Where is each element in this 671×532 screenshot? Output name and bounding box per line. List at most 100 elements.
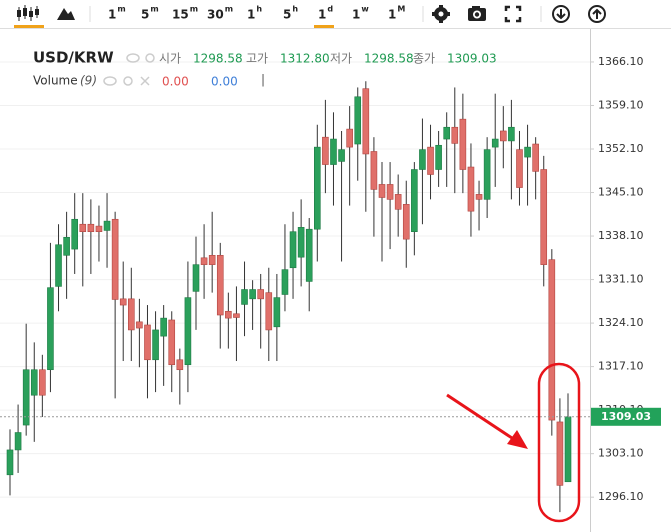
toolbar: 1 m 5 m 15 m 30 m 1 h 5 h 1 d 1 w 1 M [0, 5, 671, 29]
interval-number: 5 [283, 8, 291, 22]
interval-number: 1 [318, 8, 326, 22]
candle-body [152, 329, 159, 361]
download-button[interactable] [552, 5, 570, 23]
candle-body [144, 324, 151, 361]
y-tick-label: 1352.10 [598, 142, 644, 155]
candle-body [289, 231, 297, 269]
interval-button[interactable]: 15 m [172, 5, 198, 22]
candle-body [136, 321, 143, 329]
candle-body [459, 118, 467, 170]
candle-body [370, 151, 378, 190]
candle-body [160, 317, 167, 337]
candle-body [443, 126, 450, 140]
candle-body [524, 146, 531, 158]
last-price-label: 1309.03 [601, 410, 651, 423]
candle-body [475, 194, 483, 200]
y-tick-label: 1366.10 [598, 55, 644, 68]
candle-body [305, 228, 313, 282]
candle-type-button[interactable] [14, 5, 44, 28]
candle-body [216, 255, 224, 316]
candle-body [225, 310, 232, 319]
candle-body [548, 259, 556, 421]
candle-body [128, 298, 135, 331]
candle-body [491, 138, 499, 148]
interval-unit: h [292, 5, 298, 14]
candle-body [556, 421, 564, 486]
candle-body [249, 289, 256, 300]
interval-unit: h [256, 5, 262, 14]
candle-body [22, 369, 30, 426]
interval-number: 1 [247, 8, 255, 22]
candle-body [233, 313, 240, 318]
interval-unit: m [117, 5, 125, 14]
y-tick-label: 1338.10 [598, 229, 644, 242]
arrow-shaft [446, 393, 516, 442]
candle-body [208, 255, 216, 265]
candles [0, 81, 590, 513]
interval-unit: d [327, 5, 333, 14]
symbol: USD/KRW [33, 49, 114, 67]
legend: USD/KRW 시가 1298.58 고가 1312.80 저가 1298.58 종가 130… [33, 49, 497, 89]
screenshot-button[interactable] [468, 6, 486, 21]
interval-number: 1 [352, 8, 360, 22]
highlight-ellipse [537, 362, 581, 523]
candle-body [386, 184, 394, 200]
field-label: 고가 [246, 52, 268, 66]
field-label: 종가 [413, 52, 435, 66]
active-underline [314, 25, 334, 28]
y-tick-label: 1317.10 [598, 360, 644, 373]
volume-value: 0.00 [162, 75, 189, 89]
candle-body [378, 184, 386, 198]
y-tick-label: 1296.10 [598, 490, 644, 503]
candle-body [394, 194, 402, 210]
candle-body [532, 143, 539, 172]
candle-body [265, 292, 273, 331]
interval-button[interactable]: 30 m [207, 5, 233, 22]
candle-body [451, 126, 459, 144]
candle-body [95, 225, 103, 232]
field-label: 저가 [330, 52, 352, 66]
price-axis: 1296.101303.101310.101317.101324.101331.… [590, 55, 661, 503]
volume-label: Volume [33, 74, 78, 88]
candle-body [30, 369, 38, 396]
fullscreen-button[interactable] [504, 5, 522, 23]
candle-body [508, 126, 515, 142]
field-value: 1309.03 [447, 52, 497, 66]
candle-body [564, 416, 572, 483]
candle-body [362, 88, 370, 155]
candle-body [184, 297, 192, 366]
field-label: 시가 [159, 52, 181, 66]
area-type-button[interactable] [57, 8, 75, 20]
candle-body [354, 96, 362, 145]
candle-body [281, 269, 289, 295]
volume-param: (9) [80, 74, 97, 88]
candle-body [111, 218, 119, 300]
candle-body [483, 149, 491, 200]
candle-body [330, 138, 337, 165]
candle-body [200, 257, 208, 265]
candle-body [338, 149, 345, 162]
candle-body [14, 432, 22, 451]
upload-button[interactable] [588, 5, 606, 23]
y-tick-label: 1331.10 [598, 273, 644, 286]
y-tick-label: 1324.10 [598, 316, 644, 329]
candle-body [87, 223, 95, 232]
candle-body [419, 149, 426, 170]
settings-button[interactable] [432, 5, 450, 23]
interval-number: 30 [207, 8, 224, 22]
y-tick-label: 1303.10 [598, 447, 644, 460]
interval-number: 1 [108, 8, 116, 22]
annotation [446, 362, 581, 523]
y-tick-label: 1345.10 [598, 186, 644, 199]
field-value: 1312.80 [280, 52, 330, 66]
candle-body [467, 166, 475, 212]
candle-body [71, 218, 78, 250]
